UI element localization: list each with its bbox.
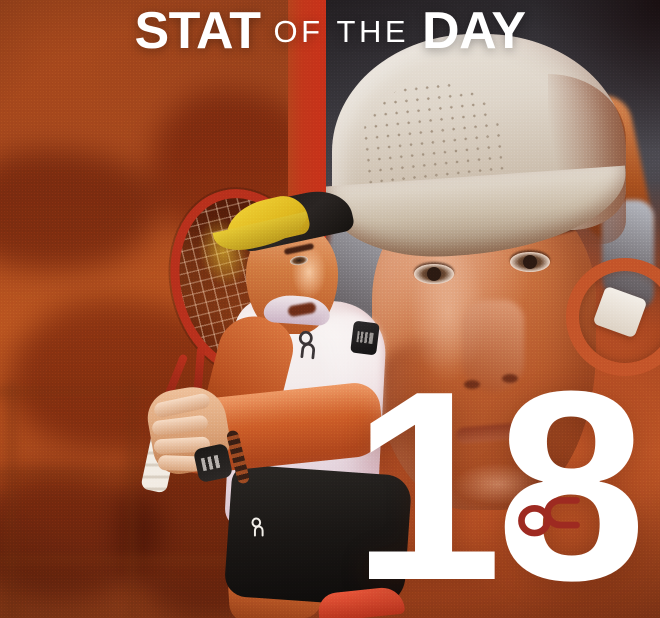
- background-court-line: [128, 380, 136, 618]
- background-court-line: [0, 556, 326, 565]
- headline-word-day: DAY: [422, 2, 526, 60]
- headline-word-the: THE: [336, 13, 410, 49]
- portrait-nostril-right: [502, 374, 518, 383]
- portrait-pupil-left: [427, 267, 441, 281]
- headline-word-stat: STAT: [134, 2, 261, 60]
- on-running-logo: [250, 516, 268, 538]
- portrait-nostril-left: [464, 380, 480, 389]
- on-running-logo: [515, 483, 583, 541]
- portrait-pupil-right: [523, 255, 537, 269]
- background-court-line: [8, 380, 16, 618]
- on-running-logo: [295, 329, 324, 362]
- headline: STAT OF THE DAY: [0, 0, 660, 62]
- stat-number: 18: [352, 336, 646, 618]
- portrait-chin-highlight: [438, 456, 558, 512]
- player-wristband: [192, 442, 234, 484]
- headline-word-of: OF: [273, 13, 324, 49]
